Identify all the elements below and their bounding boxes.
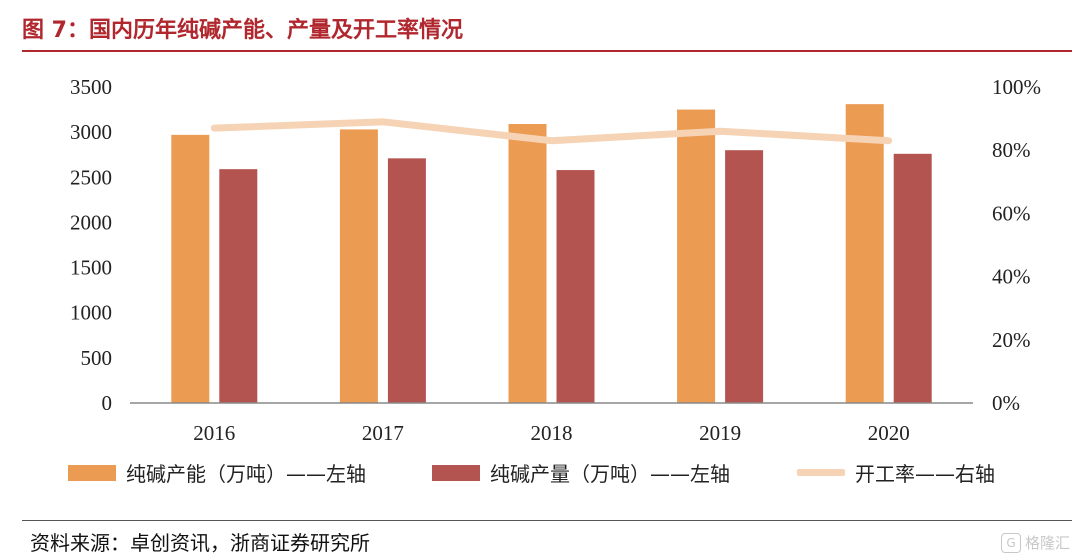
chart: 0 500 1000 1500 2000 2500 3000 3500 0% 20% 40% 60%… — [70, 75, 1041, 445]
bar-capacity — [677, 109, 716, 404]
y-right-axis-ticks: 0% 20% 40% 60% 80% 100% — [992, 75, 1041, 415]
bar-output — [387, 158, 426, 403]
legend-label-rate: 开工率——右轴 — [855, 462, 995, 486]
y-left-tick-label: 3000 — [70, 120, 112, 144]
y-left-tick-label: 1000 — [70, 301, 112, 325]
legend-label-output: 纯碱产量（万吨）——左轴 — [490, 462, 730, 486]
y-left-tick-label: 0 — [102, 391, 113, 415]
watermark-text: 格隆汇 — [1024, 534, 1070, 552]
x-tick-label: 2016 — [193, 421, 235, 445]
y-left-tick-label: 2500 — [70, 165, 112, 189]
y-right-tick-label: 40% — [992, 265, 1031, 289]
source-divider — [22, 520, 1072, 521]
legend: 纯碱产能（万吨）——左轴 纯碱产量（万吨）——左轴 开工率——右轴 — [0, 458, 1080, 488]
x-axis-ticks: 2016 2017 2018 2019 2020 — [193, 421, 909, 445]
bar-output — [219, 169, 258, 403]
bar-output — [725, 150, 764, 403]
bar-capacity — [171, 134, 210, 403]
y-left-tick-label: 500 — [81, 346, 113, 370]
legend-swatch-rate — [797, 469, 845, 476]
y-left-axis-ticks: 0 500 1000 1500 2000 2500 3000 3500 — [70, 75, 112, 415]
legend-item-output: 纯碱产量（万吨）——左轴 — [432, 458, 730, 487]
watermark-logo-icon: G — [1000, 532, 1021, 553]
y-right-tick-label: 100% — [992, 75, 1041, 99]
y-right-tick-label: 20% — [992, 328, 1031, 352]
source-note: 资料来源：卓创资讯，浙商证券研究所 — [30, 531, 370, 555]
legend-swatch-output — [432, 464, 480, 481]
y-left-tick-label: 3500 — [70, 75, 112, 99]
bar-capacity — [508, 124, 547, 403]
legend-item-rate: 开工率——右轴 — [797, 458, 995, 487]
bar-marks — [171, 104, 932, 404]
legend-item-capacity: 纯碱产能（万吨）——左轴 — [68, 458, 366, 487]
y-right-tick-label: 0% — [992, 391, 1020, 415]
bar-capacity — [339, 129, 378, 404]
x-tick-label: 2018 — [531, 421, 573, 445]
figure-title: 图 7：国内历年纯碱产能、产量及开工率情况 — [22, 18, 463, 43]
y-right-tick-label: 60% — [992, 201, 1031, 225]
x-tick-label: 2017 — [362, 421, 404, 445]
watermark: G 格隆汇 — [1000, 532, 1070, 553]
y-left-tick-label: 2000 — [70, 210, 112, 234]
bar-output — [893, 153, 932, 403]
title-divider — [22, 50, 1072, 52]
bar-capacity — [845, 104, 884, 403]
bar-output — [556, 170, 595, 403]
legend-swatch-capacity — [68, 464, 116, 481]
legend-label-capacity: 纯碱产能（万吨）——左轴 — [126, 462, 366, 486]
y-right-tick-label: 80% — [992, 138, 1031, 162]
x-tick-label: 2020 — [868, 421, 910, 445]
y-left-tick-label: 1500 — [70, 256, 112, 280]
x-tick-label: 2019 — [699, 421, 741, 445]
series-line-operating-rate — [210, 118, 893, 145]
